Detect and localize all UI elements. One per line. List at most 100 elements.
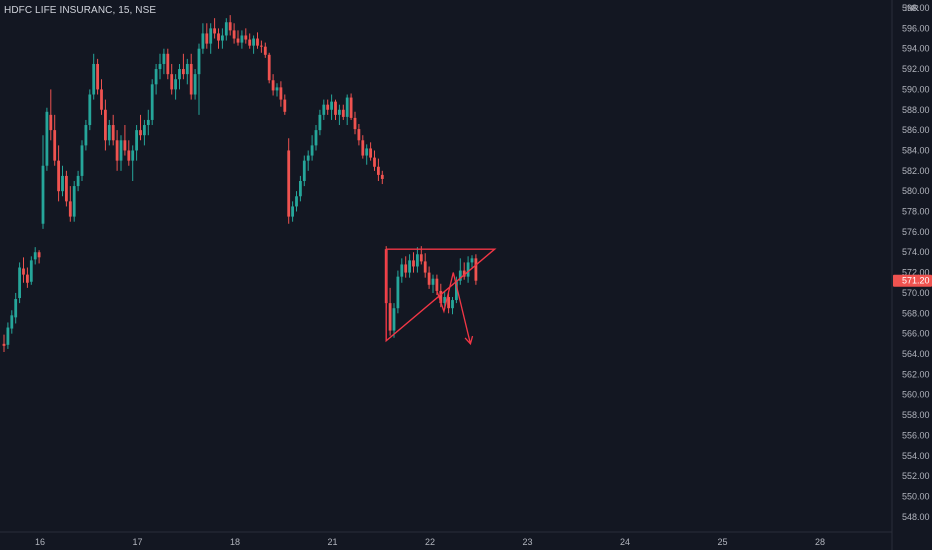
candle [314,125,318,151]
candle-body [88,94,92,126]
candle [295,191,298,212]
triangle-pattern[interactable] [385,248,497,343]
candle-body [431,278,435,285]
candle [353,111,357,135]
candle [365,144,369,165]
candle [423,253,427,278]
candle [334,99,337,120]
candle [205,23,209,49]
candle [474,254,478,285]
candle-body [443,297,447,304]
candle-body [377,166,380,175]
candle [100,79,103,115]
price-tick-label: 560.00 [902,390,930,400]
candle-body [427,272,431,285]
candle-body [228,22,232,31]
candle [123,125,127,156]
candle-body [252,38,255,46]
candle-body [396,276,400,309]
candle [396,270,400,314]
candle [263,42,267,58]
candle [76,170,80,192]
candle [170,63,174,95]
price-tick-label: 548.00 [902,512,930,522]
candle [201,23,205,54]
candle-body [318,114,322,131]
candle-body [18,267,21,299]
candle [88,89,92,131]
candle-body [439,290,443,304]
candle-body [435,278,439,291]
candle [162,48,166,75]
candle [400,258,404,283]
candle-body [115,140,119,161]
candle [299,175,302,202]
candle [166,48,170,80]
candle-body [26,274,29,283]
candle [330,94,333,120]
candle-body [41,165,45,224]
candle-body [135,130,138,151]
candle [451,297,454,315]
candle-body [279,87,283,100]
candle-body [182,69,185,75]
candle [248,33,252,49]
candle-body [92,63,96,95]
candle-body [104,109,107,141]
candle-body [224,22,228,36]
candle-body [209,28,213,44]
price-tick-label: 576.00 [902,227,930,237]
price-tick-label: 584.00 [902,145,930,155]
time-axis[interactable]: 16 17 18 21 22 23 24 25 28 [35,537,825,547]
candle [404,256,408,278]
candle-body [100,89,103,110]
candle-body [240,35,244,43]
candle [447,292,450,314]
price-tick-label: 564.00 [902,349,930,359]
projection-arrowhead [464,335,474,346]
candle [275,83,279,97]
candle-body [174,79,177,90]
price-tick-label: 594.00 [902,44,930,54]
candle [150,79,154,126]
candle [221,28,224,49]
candle [65,170,68,207]
candle [209,23,213,54]
candle [178,63,181,90]
time-tick-label: 28 [815,537,825,547]
candle-body [466,262,470,277]
candle [119,135,123,171]
candle [96,58,99,95]
candle [361,135,365,159]
symbol-title: HDFC LIFE INSURANC, 15, NSE [4,5,157,16]
candle-body [22,268,25,275]
candle [193,69,197,100]
candle [2,334,6,352]
candle [22,257,25,283]
candle [146,109,150,136]
candle [213,18,216,39]
candle [53,114,57,166]
candle-body [189,63,193,95]
candle [427,266,431,289]
price-tick-label: 578.00 [902,207,930,217]
price-tick-label: 556.00 [902,430,930,440]
candle-body [447,297,450,309]
candle-body [306,155,310,161]
candle [29,256,33,285]
candle-body [150,84,154,120]
candle [408,254,411,278]
candle-body [76,175,80,187]
price-tick-label: 562.00 [902,369,930,379]
candle [68,186,72,222]
candle-body [260,45,263,47]
candle-body [271,80,275,91]
candle-body [408,260,411,273]
projection-path[interactable] [436,272,472,344]
candle [279,81,283,107]
candle [416,247,419,273]
candle [14,292,18,324]
candle-body [197,48,201,75]
price-axis[interactable]: 548.00 550.00 552.00 554.00 556.00 558.00 560.… [902,3,930,522]
time-tick-label: 23 [522,537,532,547]
